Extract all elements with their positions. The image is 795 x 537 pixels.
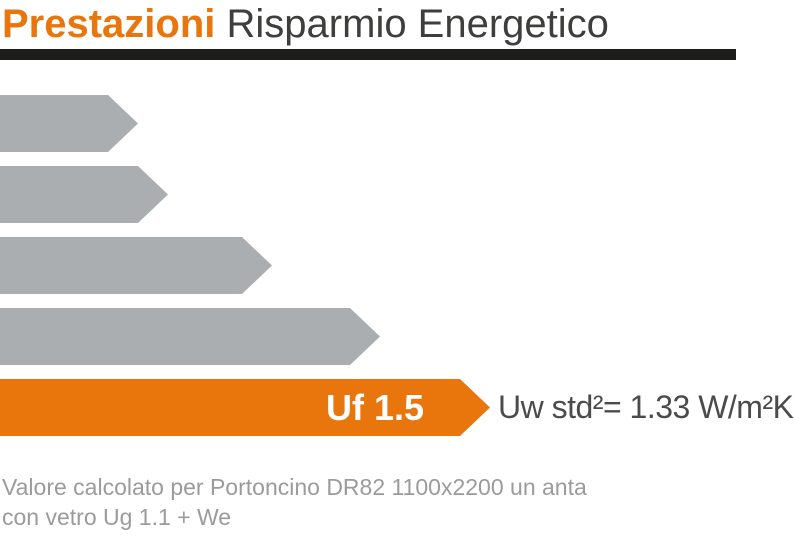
page-title: Prestazioni Risparmio Energetico: [2, 0, 609, 49]
caption: Valore calcolato per Portoncino DR82 110…: [2, 472, 587, 532]
rating-bar-row: Uf 1.5: [0, 379, 795, 436]
caption-line-2: con vetro Ug 1.1 + We: [2, 504, 232, 530]
rating-bar-row: [0, 308, 795, 365]
current-rating-bar: Uf 1.5: [0, 379, 490, 436]
title-rest: Risparmio Energetico: [226, 2, 609, 46]
uf-value-label: Uf 1.5: [325, 386, 424, 428]
rating-bar-row: [0, 95, 795, 152]
caption-line-1: Valore calcolato per Portoncino DR82 110…: [2, 474, 587, 500]
rating-bar: [0, 308, 380, 365]
rating-bar-row: [0, 166, 795, 223]
title-highlight: Prestazioni: [2, 2, 216, 46]
uw-std-annotation: Uw std²= 1.33 W/m²K: [498, 389, 794, 425]
rating-bar-row: [0, 237, 795, 294]
rating-bar: [0, 95, 138, 152]
energy-rating-chart: Uw std²= 1.33 W/m²K Uf 1.5: [0, 95, 795, 436]
rating-bar: [0, 237, 272, 294]
title-underline-rule: [0, 49, 736, 60]
rating-bar: [0, 166, 168, 223]
